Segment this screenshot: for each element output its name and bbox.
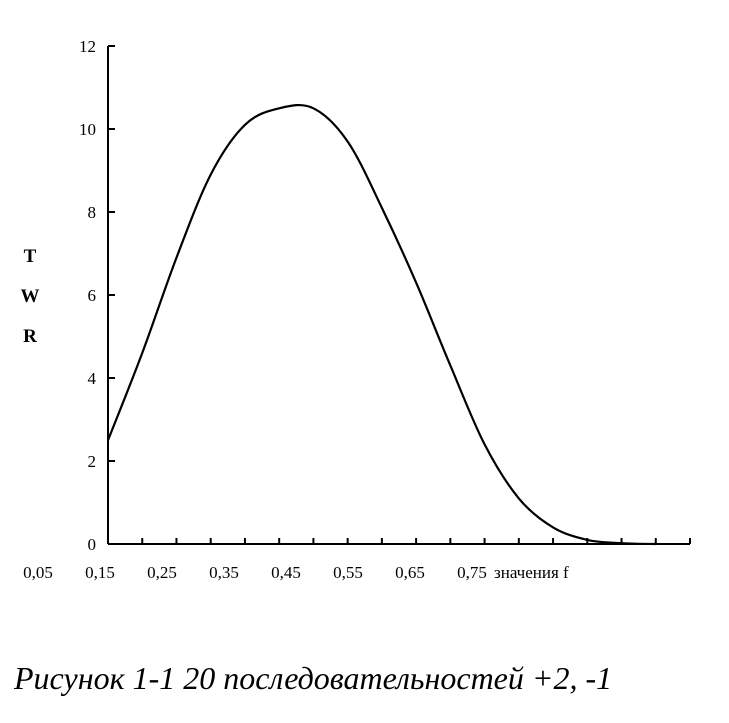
x-tick-label: 0,45 — [271, 563, 301, 582]
y-label-letter: R — [23, 326, 37, 347]
twr-chart: 0 2 4 6 8 10 12 0,05 0,15 0,25 0,35 0,45 0,55 0,65 0,7… — [21, 37, 691, 582]
x-tick-label: 0,35 — [209, 563, 239, 582]
y-axis-label: TWR — [21, 246, 40, 347]
y-tick-label: 12 — [79, 37, 96, 56]
x-tick-label: 0,75 — [457, 563, 487, 582]
axes — [107, 46, 690, 545]
ticks — [107, 45, 691, 545]
tick-labels: 0 2 4 6 8 10 12 0,05 0,15 0,25 0,35 0,45 0,55 0,65 0,7… — [23, 37, 487, 582]
y-tick-label: 10 — [79, 120, 96, 139]
x-tick-label: 0,55 — [333, 563, 363, 582]
y-tick-label: 4 — [88, 369, 97, 388]
x-axis-label: значения f — [494, 563, 569, 582]
x-tick-label: 0,15 — [85, 563, 115, 582]
y-tick-label: 8 — [88, 203, 97, 222]
y-tick-label: 0 — [88, 535, 97, 554]
x-tick-label: 0,25 — [147, 563, 177, 582]
y-label-letter: T — [24, 246, 37, 267]
y-label-letter: W — [21, 286, 40, 307]
x-tick-label: 0,05 — [23, 563, 53, 582]
x-tick-label: 0,65 — [395, 563, 425, 582]
figure-caption: Рисунок 1-1 20 последовательностей +2, -… — [14, 660, 613, 696]
y-tick-label: 6 — [88, 286, 97, 305]
y-tick-label: 2 — [88, 452, 97, 471]
series-line — [106, 104, 656, 546]
